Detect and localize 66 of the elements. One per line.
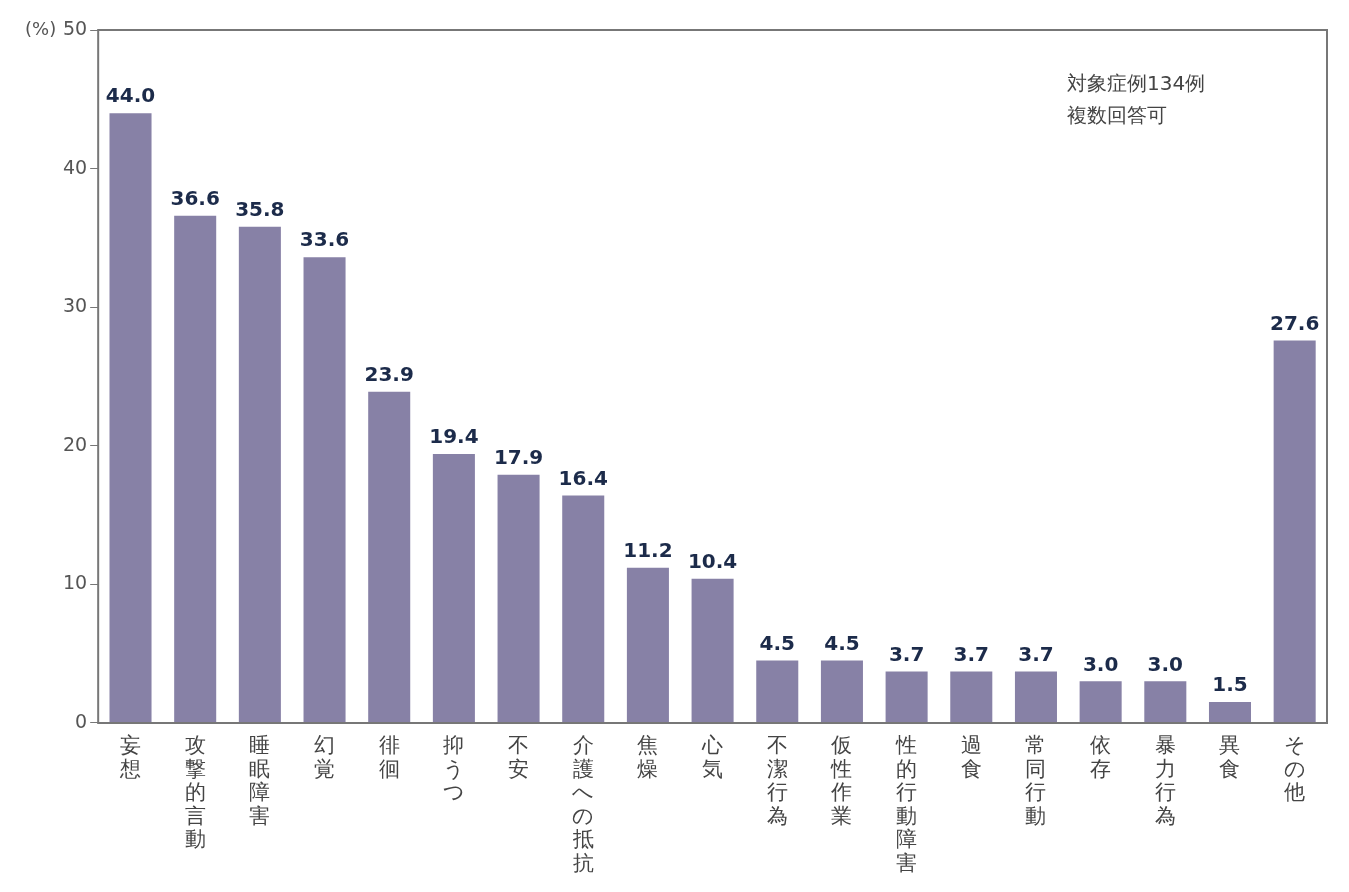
bar <box>432 454 475 723</box>
data-label: 44.0 <box>105 83 156 108</box>
x-tick-label: 幻覚 <box>314 733 336 781</box>
x-tick-label: 心気 <box>701 733 724 781</box>
data-label: 3.7 <box>888 641 925 666</box>
y-axis-title: (%) <box>25 17 57 39</box>
y-tick-label: 0 <box>75 709 88 732</box>
x-tick-label: 徘徊 <box>378 733 400 781</box>
x-tick-label: 異食 <box>1219 733 1241 781</box>
bar <box>691 578 734 723</box>
data-label: 3.0 <box>1082 651 1119 676</box>
x-tick-label: 仮性作業 <box>830 733 853 828</box>
bar <box>820 660 863 723</box>
bar <box>1014 671 1057 723</box>
bar <box>950 671 993 723</box>
annotation: 対象症例134例 <box>1067 71 1206 96</box>
x-tick-label: 過食 <box>960 733 982 781</box>
bar <box>303 257 346 723</box>
data-label: 11.2 <box>623 537 673 562</box>
data-label: 27.6 <box>1269 310 1320 335</box>
bar <box>1208 702 1252 723</box>
data-label: 19.4 <box>429 424 479 449</box>
data-label: 3.0 <box>1147 651 1184 676</box>
y-tick-label: 40 <box>62 155 88 178</box>
data-label: 1.5 <box>1212 672 1248 697</box>
data-label: 3.7 <box>1018 641 1054 666</box>
bar <box>174 215 217 723</box>
data-label: 17.9 <box>493 445 544 470</box>
x-tick-label: 睡眠障害 <box>249 733 271 828</box>
x-tick-label: 不安 <box>508 733 530 781</box>
bar <box>1273 340 1316 723</box>
data-label: 35.8 <box>235 196 285 221</box>
y-tick-label: 50 <box>62 16 88 39</box>
bar <box>562 495 605 723</box>
x-tick-label: 抑うつ <box>442 733 465 805</box>
x-tick-label: 妄想 <box>119 733 142 781</box>
bar <box>885 671 928 723</box>
data-label: 16.4 <box>558 465 608 490</box>
data-label: 4.5 <box>759 630 795 655</box>
x-tick-label: 不潔行為 <box>766 733 788 828</box>
bar <box>497 474 540 723</box>
x-tick-label: 性的行動障害 <box>895 733 918 875</box>
data-label: 33.6 <box>299 227 350 252</box>
data-label: 3.7 <box>953 641 990 666</box>
data-label: 10.4 <box>687 548 738 573</box>
y-tick-label: 10 <box>62 571 88 594</box>
x-tick-label: 焦燥 <box>637 733 659 781</box>
x-tick-label: 介護への抵抗 <box>571 733 595 875</box>
data-label: 23.9 <box>364 361 414 386</box>
bar <box>368 391 411 723</box>
x-tick-label: 常同行動 <box>1025 733 1047 828</box>
bar <box>238 226 281 723</box>
bar <box>109 113 152 723</box>
bar <box>1144 681 1187 723</box>
bar <box>756 660 799 723</box>
annotation: 複数回答可 <box>1067 103 1167 128</box>
data-label: 36.6 <box>170 185 220 210</box>
x-tick-label: 暴力行為 <box>1154 733 1176 828</box>
x-tick-label: 攻撃的言動 <box>184 733 206 852</box>
bar <box>626 567 669 723</box>
bar <box>1079 681 1122 723</box>
data-label: 4.5 <box>824 630 860 655</box>
x-tick-label: 依存 <box>1090 733 1112 781</box>
x-tick-label: その他 <box>1283 733 1306 805</box>
y-tick-label: 30 <box>62 294 88 317</box>
y-tick-label: 20 <box>62 432 88 455</box>
